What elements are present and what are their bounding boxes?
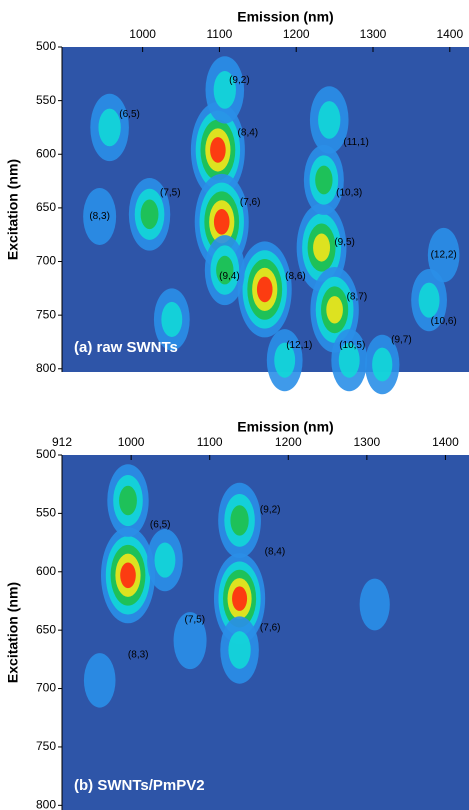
intensity-spot	[232, 586, 248, 611]
peak-label: (12,1)	[286, 340, 312, 351]
peak-label: (7,6)	[260, 622, 281, 633]
x-tick-label: 1000	[129, 27, 156, 41]
panel-label: (b) SWNTs/PmPV2	[74, 777, 205, 794]
peak-label: (10,3)	[336, 188, 362, 199]
y-axis-title: Excitation (nm)	[5, 159, 21, 260]
intensity-spot	[83, 187, 117, 245]
intensity-spot	[154, 542, 176, 578]
peak-label: (8,4)	[238, 127, 259, 138]
peak-label: (8,3)	[89, 211, 110, 222]
peak-label: (7,5)	[185, 614, 206, 625]
peak-label: (8,3)	[128, 649, 149, 660]
y-tick-label: 500	[36, 39, 56, 53]
intensity-spot	[161, 301, 183, 337]
intensity-spot	[213, 209, 230, 235]
intensity-spot	[359, 578, 390, 631]
x-tick-label: 1400	[432, 435, 459, 449]
x-tick-label: 1100	[197, 435, 223, 449]
intensity-spot	[326, 296, 343, 324]
x-tick-label: 912	[52, 435, 72, 449]
x-tick-label: 1000	[118, 435, 145, 449]
intensity-spot	[120, 562, 136, 589]
intensity-spot	[274, 342, 296, 378]
x-tick-label: 1300	[354, 435, 381, 449]
intensity-spot	[315, 165, 333, 195]
peak-label: (6,5)	[119, 109, 140, 120]
peak-label: (6,5)	[150, 520, 171, 531]
peak-label: (11,1)	[343, 137, 368, 148]
intensity-spot	[140, 199, 159, 230]
x-axis-title: Emission (nm)	[237, 419, 333, 435]
intensity-spot	[230, 505, 249, 536]
peak-label: (10,5)	[339, 340, 365, 351]
intensity-spot	[213, 71, 236, 109]
peak-label: (12,2)	[431, 250, 457, 261]
y-tick-label: 650	[36, 622, 56, 636]
peak-label: (9,5)	[334, 237, 355, 248]
intensity-spot	[427, 227, 460, 283]
x-tick-label: 1400	[436, 27, 463, 41]
y-tick-label: 750	[36, 739, 56, 753]
intensity-spot	[210, 137, 226, 163]
peak-label: (8,4)	[265, 547, 286, 558]
y-tick-label: 600	[36, 146, 56, 160]
peak-label: (9,2)	[260, 505, 281, 516]
y-tick-label: 500	[36, 447, 56, 461]
peak-label: (7,5)	[160, 188, 181, 199]
intensity-spot	[313, 233, 331, 262]
y-tick-label: 700	[36, 254, 56, 268]
peak-label: (8,7)	[347, 292, 368, 303]
intensity-spot	[372, 347, 393, 382]
peak-label: (10,6)	[431, 316, 457, 327]
peak-label: (9,2)	[229, 75, 250, 86]
peak-label: (9,7)	[391, 334, 412, 345]
intensity-spot	[173, 612, 207, 670]
intensity-spot	[256, 276, 273, 303]
intensity-spot	[318, 101, 341, 139]
peak-label: (8,6)	[285, 271, 306, 282]
intensity-spot	[418, 282, 440, 318]
intensity-spot	[338, 342, 360, 378]
y-tick-label: 800	[36, 798, 56, 810]
y-tick-label: 550	[36, 506, 56, 520]
y-tick-label: 800	[36, 361, 56, 375]
peak-label: (7,6)	[240, 197, 261, 208]
x-tick-label: 1200	[283, 27, 310, 41]
intensity-spot	[228, 631, 251, 669]
intensity-spot	[216, 255, 234, 285]
y-tick-label: 700	[36, 681, 56, 695]
x-tick-label: 1200	[275, 435, 302, 449]
panel-label: (a) raw SWNTs	[74, 339, 178, 356]
x-axis-title: Emission (nm)	[237, 9, 333, 25]
x-tick-label: 1300	[360, 27, 387, 41]
y-tick-label: 600	[36, 564, 56, 578]
y-tick-label: 550	[36, 93, 56, 107]
y-axis-title: Excitation (nm)	[5, 582, 21, 683]
intensity-spot	[119, 485, 137, 516]
y-tick-label: 650	[36, 200, 56, 214]
peak-label: (9,4)	[219, 271, 240, 282]
intensity-spot	[83, 653, 116, 708]
x-tick-label: 1100	[207, 27, 233, 41]
y-tick-label: 750	[36, 307, 56, 321]
intensity-spot	[98, 108, 121, 147]
